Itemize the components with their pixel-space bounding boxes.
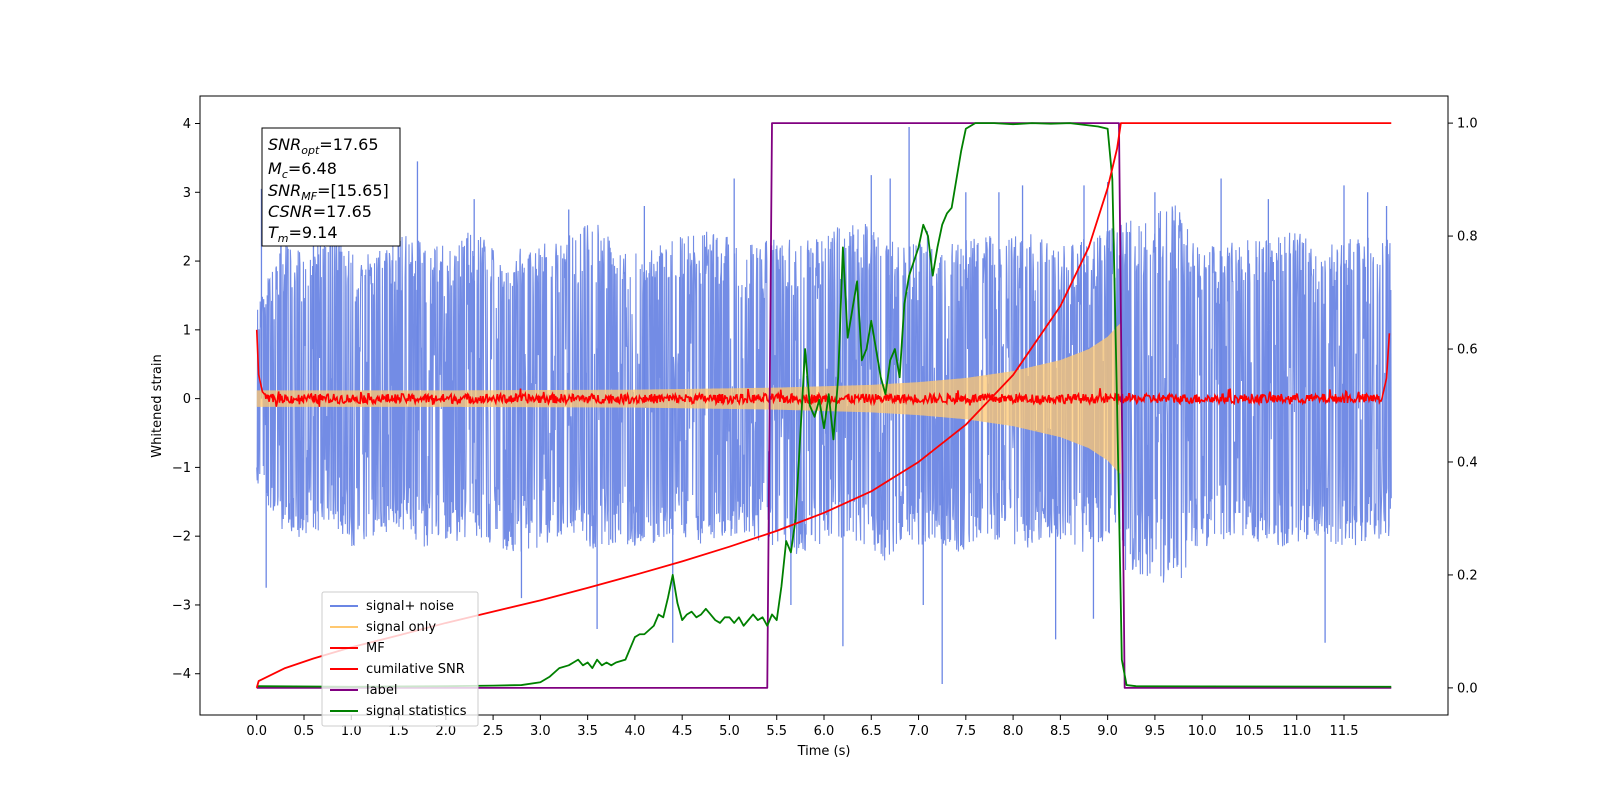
y2-tick-label: 0.4 (1457, 455, 1478, 470)
legend-label-signal-statistics: signal statistics (366, 704, 467, 719)
y-tick-label: −2 (172, 530, 191, 545)
legend: signal+ noise signal only MF cumilative … (321, 591, 479, 727)
x-tick-label: 7.5 (955, 724, 976, 739)
x-tick-label: 11.0 (1282, 724, 1311, 739)
y-tick-label: 0 (183, 392, 191, 407)
annotation-frame (261, 127, 401, 247)
y-axis-label: Whitened strain (150, 354, 165, 457)
legend-label-label: label (366, 683, 397, 698)
y-tick-label: −3 (172, 598, 191, 613)
x-tick-label: 5.5 (766, 724, 787, 739)
legend-frame (321, 591, 479, 727)
x-tick-label: 3.5 (577, 724, 598, 739)
mc-text: Mc=6.48 (268, 159, 337, 181)
x-tick-label: 6.0 (814, 724, 835, 739)
y2-tick-label: 0.6 (1457, 343, 1478, 358)
plot-area (255, 122, 1392, 689)
y-tick-label: 1 (183, 323, 191, 338)
x-axis-label: Time (s) (797, 744, 851, 759)
signal-statistics-line (256, 122, 1392, 688)
legend-label-cumulative-snr: cumilative SNR (366, 662, 465, 677)
x-tick-label: 10.5 (1235, 724, 1264, 739)
x-tick-label: 9.5 (1145, 724, 1166, 739)
x-tick-label: 7.0 (908, 724, 929, 739)
y-tick-label: −4 (172, 667, 191, 682)
x-tick-label: 5.0 (719, 724, 740, 739)
x-tick-label: 8.5 (1050, 724, 1071, 739)
x-tick-label: 1.5 (388, 724, 409, 739)
y2-tick-label: 0.0 (1457, 681, 1478, 696)
y-axis-right: 1.0 0.8 0.6 0.4 0.2 0.0 (1448, 117, 1478, 696)
y2-tick-label: 0.8 (1457, 230, 1478, 245)
y-axis-left: 4 3 2 1 0 −1 −2 −3 −4 (172, 117, 200, 682)
snr-opt-text: SNRopt=17.65 (268, 135, 379, 157)
y-tick-label: 4 (183, 117, 191, 132)
x-tick-label: 3.0 (530, 724, 551, 739)
csnr-text: CSNR=17.65 (268, 202, 372, 221)
y-tick-label: 3 (183, 186, 191, 201)
x-tick-label: 4.0 (625, 724, 646, 739)
y-tick-label: −1 (172, 461, 191, 476)
mf-line (255, 329, 1391, 407)
label-line (256, 122, 1392, 689)
x-tick-label: 4.5 (672, 724, 693, 739)
y-tick-label: 2 (183, 255, 191, 270)
x-axis: 0.0 0.5 1.0 1.5 2.0 2.5 3.0 3.5 4.0 4.5 5.0 5.5 6.0 6… (246, 715, 1358, 739)
snr-mf-text: SNRMF=[15.65] (268, 181, 389, 203)
x-tick-label: 0.0 (246, 724, 267, 739)
x-tick-label: 2.0 (435, 724, 456, 739)
y2-tick-label: 0.2 (1457, 568, 1478, 583)
legend-label-signal-only: signal only (366, 620, 436, 635)
x-tick-label: 8.0 (1003, 724, 1024, 739)
snr-annotation-box: SNRopt=17.65 Mc=6.48 SNRMF=[15.65] CSNR=… (261, 127, 401, 247)
x-tick-label: 11.5 (1330, 724, 1359, 739)
y2-tick-label: 1.0 (1457, 117, 1478, 132)
legend-label-signal-noise: signal+ noise (366, 599, 454, 614)
x-tick-label: 9.0 (1097, 724, 1118, 739)
x-tick-label: 2.5 (483, 724, 504, 739)
legend-label-mf: MF (366, 641, 385, 656)
x-tick-label: 0.5 (294, 724, 315, 739)
x-tick-label: 6.5 (861, 724, 882, 739)
x-tick-label: 10.0 (1188, 724, 1217, 739)
tm-text: Tm=9.14 (268, 223, 338, 245)
x-tick-label: 1.0 (341, 724, 362, 739)
